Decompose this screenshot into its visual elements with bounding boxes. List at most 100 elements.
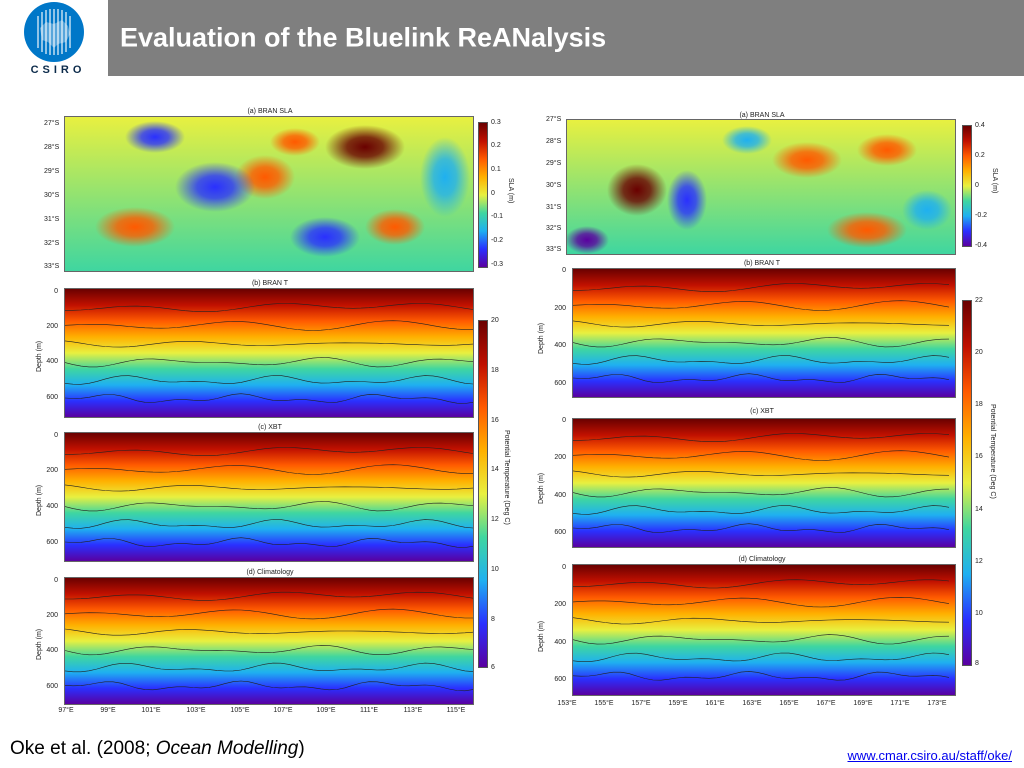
left-temp-cb-tick: 20 [491,317,499,324]
citation-journal: Ocean Modelling [155,738,299,759]
left-depth-label: 0 [54,432,58,439]
right-depth-axis-title: Depth (m) [538,620,545,652]
section-contours [65,447,473,548]
citation: Oke et al. (2008; Ocean Modelling) [10,738,305,760]
right-temp-cb-tick: 22 [975,297,983,304]
left-lat-label: 30°S [44,192,60,199]
right-lat-label: 29°S [546,160,562,167]
isotherm-contour [573,634,950,645]
isotherm-contour [573,652,950,662]
isotherm-contour [573,450,950,461]
left-lon-label: 99°E [100,707,116,714]
left-depth-label: 600 [46,539,58,546]
citation-authors: Oke et al. (2008; [10,738,156,759]
left-climatology-section [64,577,474,705]
right-lon-label: 171°E [890,700,910,707]
right-depth-axis-title: Depth (m) [538,472,545,504]
isotherm-contour [65,303,473,312]
left-sla-map [64,116,474,272]
right-lon-label: 169°E [853,700,873,707]
isotherm-contour [65,501,473,512]
left-temp-cb-tick: 18 [491,367,499,374]
right-lat-label: 32°S [546,225,562,232]
isotherm-contour [573,337,950,348]
left-lat-label: 31°S [44,216,60,223]
isotherm-contour [573,355,950,365]
source-link[interactable]: www.cmar.csiro.au/staff/oke/ [847,748,1013,763]
isotherm-contour [65,608,473,620]
left-panel-b-title: (b) BRAN T [251,280,289,287]
left-sla-title: (a) BRAN SLA [247,108,293,115]
isotherm-contour [65,537,473,548]
right-depth-label: 400 [554,342,566,349]
isotherm-contour [65,375,473,385]
right-temp-cb-label: Potential Temperature (Deg C) [989,404,996,499]
isotherm-contour [573,320,950,328]
right-panel-d-title: (d) Climatology [738,556,786,563]
isotherm-contour [573,373,950,383]
isotherm-contour [65,464,473,475]
isotherm-contour [65,340,473,348]
isotherm-contour [65,662,473,673]
right-lon-label: 167°E [816,700,836,707]
left-sla-cb-tick: 0.3 [491,119,501,126]
left-sla-cb-tick: 0 [491,190,495,197]
right-temp-cb-tick: 20 [975,349,983,356]
left-panel-d-title: (d) Climatology [246,569,294,576]
isotherm-contour [65,484,473,492]
right-lon-label: 155°E [594,700,614,707]
right-depth-label: 200 [554,454,566,461]
right-lat-label: 30°S [546,182,562,189]
right-depth-axis-title: Depth (m) [538,322,545,354]
left-sla-colorbar [478,122,488,268]
section-contours [573,433,950,533]
right-depth-label: 600 [554,380,566,387]
isotherm-contour [65,320,473,331]
left-lon-label: 113°E [403,707,423,714]
isotherm-contour [65,519,473,529]
section-contours [573,283,950,383]
right-lon-label: 163°E [742,700,762,707]
right-temp-cb-tick: 12 [975,558,983,565]
isotherm-contour [573,487,950,498]
left-sla-cb-label: SLA (m) [507,178,514,204]
right-depth-label: 600 [554,529,566,536]
right-depth-label: 0 [562,564,566,571]
right-temp-cb-tick: 8 [975,660,979,667]
citation-close: ) [298,738,305,759]
left-lon-label: 97°E [58,707,74,714]
isotherm-contour [573,579,950,589]
left-lat-label: 28°S [44,144,60,151]
right-depth-label: 200 [554,305,566,312]
header-bar [108,0,1024,76]
right-sla-cb-tick: 0.2 [975,152,985,159]
left-depth-label: 400 [46,358,58,365]
left-temp-cb-tick: 10 [491,566,499,573]
left-panel-c-title: (c) XBT [258,424,282,431]
left-depth-axis-title: Depth (m) [36,628,43,660]
right-temp-cb-tick: 16 [975,453,983,460]
left-depth-label: 200 [46,323,58,330]
isotherm-contour [65,645,473,656]
left-lon-label: 115°E [446,707,466,714]
isotherm-contour [573,433,950,442]
right-depth-label: 0 [562,267,566,274]
right-lon-label: 157°E [631,700,651,707]
right-panel-b-title: (b) BRAN T [743,260,781,267]
right-sla-map [566,119,956,255]
right-temp-cb-tick: 18 [975,401,983,408]
right-panel-c-title: (c) XBT [750,408,774,415]
csiro-logo-mark [24,2,84,62]
isotherm-contour [65,628,473,636]
left-lon-label: 105°E [230,707,250,714]
left-lon-label: 103°E [186,707,206,714]
right-depth-label: 0 [562,417,566,424]
isotherm-contour [65,357,473,368]
isotherm-contour [65,680,473,692]
isotherm-contour [573,505,950,515]
right-temp-cb-tick: 14 [975,506,983,513]
left-lat-label: 32°S [44,240,60,247]
right-lon-label: 153°E [557,700,577,707]
left-depth-label: 200 [46,467,58,474]
left-sla-cb-tick: -0.3 [491,261,504,268]
